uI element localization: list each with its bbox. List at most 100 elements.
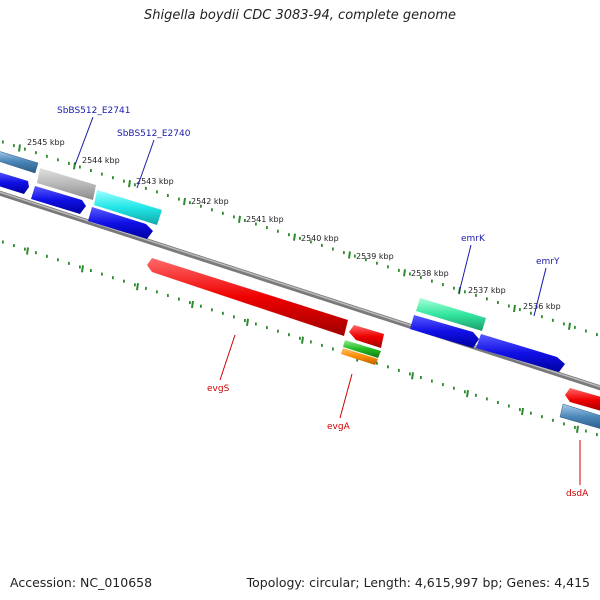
kbp-label-2536: 2536 kbp <box>523 302 561 311</box>
gene-feature-blue-3[interactable] <box>410 315 479 348</box>
minor-tick-dot <box>24 147 26 151</box>
gene-feature-steelblue-edge[interactable] <box>0 150 39 174</box>
gene-feature-evga-orange[interactable] <box>341 348 378 365</box>
gene-feature-sbbs512-e2740[interactable] <box>94 190 162 225</box>
minor-tick-dot <box>552 318 554 322</box>
minor-tick-dot <box>475 293 477 297</box>
gene-feature-blue-edge[interactable] <box>0 171 29 194</box>
minor-tick-dot <box>552 418 554 422</box>
minor-tick-dot <box>46 154 48 158</box>
minor-tick-dot <box>57 158 59 162</box>
minor-tick-dot <box>563 422 565 426</box>
minor-tick-dot <box>255 322 257 326</box>
major-tick <box>576 425 579 433</box>
minor-tick-dot <box>244 319 246 322</box>
minor-tick-dot <box>189 201 191 205</box>
minor-tick-dot <box>519 308 521 312</box>
minor-tick-dot <box>431 379 433 383</box>
minor-tick-dot <box>508 304 510 308</box>
lower-tick-ring <box>2 240 598 437</box>
minor-tick-dot <box>112 276 114 280</box>
minor-tick-dot <box>277 229 279 233</box>
minor-tick-dot <box>453 286 455 290</box>
minor-tick-dot <box>332 247 334 251</box>
minor-tick-dot <box>585 329 587 333</box>
gene-feature-dsda[interactable] <box>559 403 600 430</box>
minor-tick-dot <box>376 261 378 265</box>
gene-feature-emry[interactable] <box>476 334 565 372</box>
minor-tick-dot <box>156 190 158 194</box>
minor-tick-dot <box>541 315 543 319</box>
minor-tick-dot <box>266 226 268 230</box>
minor-tick-dot <box>321 243 323 247</box>
minor-tick-dot <box>585 429 587 433</box>
major-tick <box>568 322 571 330</box>
kbp-label-2541: 2541 kbp <box>246 215 284 224</box>
minor-tick-dot <box>409 372 411 376</box>
kbp-label-2537: 2537 kbp <box>468 286 506 295</box>
minor-tick-dot <box>2 140 4 144</box>
kbp-label-2543: 2543 kbp <box>136 177 174 186</box>
minor-tick-dot <box>365 258 367 262</box>
minor-tick-dot <box>376 361 378 365</box>
minor-tick-dot <box>299 236 301 240</box>
minor-tick-dot <box>255 222 257 226</box>
major-tick <box>81 265 84 273</box>
minor-tick-dot <box>497 401 499 404</box>
minor-tick-dot <box>2 240 4 244</box>
gene-label-emrk[interactable]: emrK <box>461 234 486 244</box>
minor-tick-dot <box>398 368 400 372</box>
gene-label-dsda[interactable]: dsdA <box>566 489 589 499</box>
gene-feature-evgs[interactable] <box>147 258 348 336</box>
minor-tick-dot <box>354 254 356 258</box>
minor-tick-dot <box>101 172 103 176</box>
major-tick <box>128 180 131 188</box>
major-tick <box>136 283 139 291</box>
minor-tick-dot <box>134 183 136 187</box>
minor-tick-dot <box>222 311 224 315</box>
minor-tick-dot <box>211 308 213 312</box>
major-tick <box>73 162 76 170</box>
minor-tick-dot <box>288 233 290 237</box>
major-tick <box>293 233 296 241</box>
minor-tick-dot <box>222 211 224 215</box>
major-tick <box>191 300 194 309</box>
minor-tick-dot <box>475 393 477 397</box>
kbp-label-2539: 2539 kbp <box>356 252 394 261</box>
gene-feature-sbbs512-e2741[interactable] <box>37 168 96 200</box>
gene-feature-emrk[interactable] <box>416 298 486 331</box>
gene-label-evgs[interactable]: evgS <box>207 384 230 394</box>
major-tick <box>513 304 516 313</box>
minor-tick-dot <box>266 326 268 330</box>
major-tick <box>348 251 351 259</box>
minor-tick-dot <box>68 161 70 165</box>
minor-tick-dot <box>299 336 301 340</box>
minor-tick-dot <box>200 304 202 308</box>
gene-feature-blue-1[interactable] <box>31 186 86 214</box>
gene-feature-evga-green[interactable] <box>343 340 381 358</box>
minor-tick-dot <box>167 194 169 197</box>
minor-tick-dot <box>123 179 125 183</box>
minor-tick-dot <box>387 265 389 269</box>
minor-tick-dot <box>13 144 15 148</box>
minor-tick-dot <box>420 276 422 279</box>
gene-feature-red-edge[interactable] <box>565 388 600 412</box>
kbp-label-2544: 2544 kbp <box>82 156 120 165</box>
gene-label-evga[interactable]: evgA <box>327 422 351 432</box>
minor-tick-dot <box>79 165 81 169</box>
major-tick <box>183 197 186 206</box>
gene-label-sbbs512-e2741[interactable]: SbBS512_E2741 <box>57 106 130 116</box>
minor-tick-dot <box>90 269 92 272</box>
gene-feature-red-small[interactable] <box>349 325 384 348</box>
kbp-label-2540: 2540 kbp <box>301 234 339 243</box>
gene-feature-blue-2[interactable] <box>88 207 153 239</box>
minor-tick-dot <box>332 347 334 351</box>
minor-tick-dot <box>112 176 114 180</box>
minor-tick-dot <box>233 215 235 219</box>
major-tick <box>403 269 406 277</box>
minor-tick-dot <box>431 279 433 283</box>
minor-tick-dot <box>35 251 37 255</box>
gene-label-emry[interactable]: emrY <box>536 257 560 267</box>
gene-label-sbbs512-e2740[interactable]: SbBS512_E2740 <box>117 129 191 139</box>
